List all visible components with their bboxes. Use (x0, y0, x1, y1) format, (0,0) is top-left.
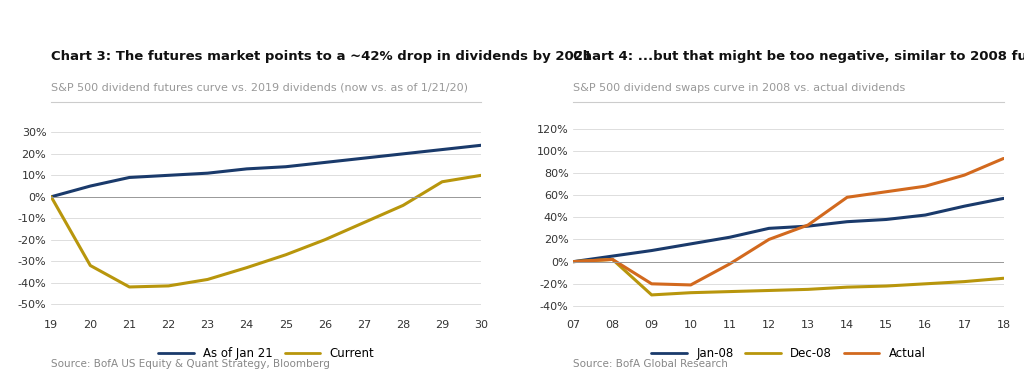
As of Jan 21 (241, 167, 253, 171)
Actual (880, 189, 892, 194)
Text: Chart 3: The futures market points to a ~42% drop in dividends by 2021: Chart 3: The futures market points to a … (51, 50, 592, 63)
Text: Source: BofA US Equity & Quant Strategy, Bloomberg: Source: BofA US Equity & Quant Strategy,… (51, 359, 330, 369)
As of Jan 21 (397, 152, 410, 156)
Jan-08 (763, 226, 775, 231)
Current (202, 277, 214, 282)
As of Jan 21 (280, 164, 292, 169)
Dec-08 (841, 285, 853, 290)
Actual (567, 259, 580, 264)
As of Jan 21 (202, 171, 214, 175)
Text: S&P 500 dividend swaps curve in 2008 vs. actual dividends: S&P 500 dividend swaps curve in 2008 vs.… (573, 83, 905, 93)
Text: Source: BofA Global Research: Source: BofA Global Research (573, 359, 728, 369)
Actual (763, 237, 775, 242)
Dec-08 (724, 289, 736, 294)
Dec-08 (567, 259, 580, 264)
Dec-08 (880, 284, 892, 288)
Current (397, 203, 410, 208)
As of Jan 21 (163, 173, 175, 178)
Jan-08 (724, 235, 736, 240)
Dec-08 (606, 257, 618, 262)
Actual (802, 223, 814, 227)
Actual (997, 156, 1010, 161)
Current (436, 179, 449, 184)
Jan-08 (880, 217, 892, 222)
Current (241, 265, 253, 270)
As of Jan 21 (45, 194, 57, 199)
Actual (841, 195, 853, 200)
As of Jan 21 (357, 156, 370, 161)
Text: S&P 500 dividend futures curve vs. 2019 dividends (now vs. as of 1/21/20): S&P 500 dividend futures curve vs. 2019 … (51, 83, 468, 93)
Actual (645, 281, 657, 286)
Dec-08 (685, 290, 697, 295)
As of Jan 21 (84, 184, 96, 189)
Jan-08 (645, 248, 657, 253)
Line: Jan-08: Jan-08 (573, 199, 1004, 262)
Jan-08 (802, 224, 814, 228)
Current (84, 263, 96, 268)
Current (357, 220, 370, 225)
As of Jan 21 (436, 147, 449, 152)
As of Jan 21 (318, 160, 331, 165)
Jan-08 (685, 242, 697, 246)
Actual (920, 184, 932, 189)
Current (163, 284, 175, 288)
Legend: Jan-08, Dec-08, Actual: Jan-08, Dec-08, Actual (646, 343, 931, 365)
Jan-08 (920, 213, 932, 217)
Line: As of Jan 21: As of Jan 21 (51, 145, 481, 197)
Line: Current: Current (51, 175, 481, 287)
Text: Chart 4: ...but that might be too negative, similar to 2008 futures: Chart 4: ...but that might be too negati… (573, 50, 1024, 63)
As of Jan 21 (123, 175, 135, 180)
Dec-08 (802, 287, 814, 292)
Dec-08 (958, 279, 971, 284)
Current (475, 173, 487, 178)
Jan-08 (997, 196, 1010, 201)
Actual (606, 257, 618, 262)
Dec-08 (763, 288, 775, 293)
Current (280, 252, 292, 257)
Dec-08 (997, 276, 1010, 281)
Dec-08 (920, 281, 932, 286)
Dec-08 (645, 293, 657, 297)
Jan-08 (958, 204, 971, 209)
Legend: As of Jan 21, Current: As of Jan 21, Current (154, 343, 379, 365)
Actual (958, 173, 971, 177)
Current (123, 285, 135, 289)
Line: Actual: Actual (573, 159, 1004, 285)
Current (45, 194, 57, 199)
Line: Dec-08: Dec-08 (573, 260, 1004, 295)
Current (318, 237, 331, 242)
Jan-08 (606, 254, 618, 258)
Jan-08 (841, 219, 853, 224)
As of Jan 21 (475, 143, 487, 147)
Jan-08 (567, 259, 580, 264)
Actual (724, 262, 736, 266)
Actual (685, 283, 697, 287)
